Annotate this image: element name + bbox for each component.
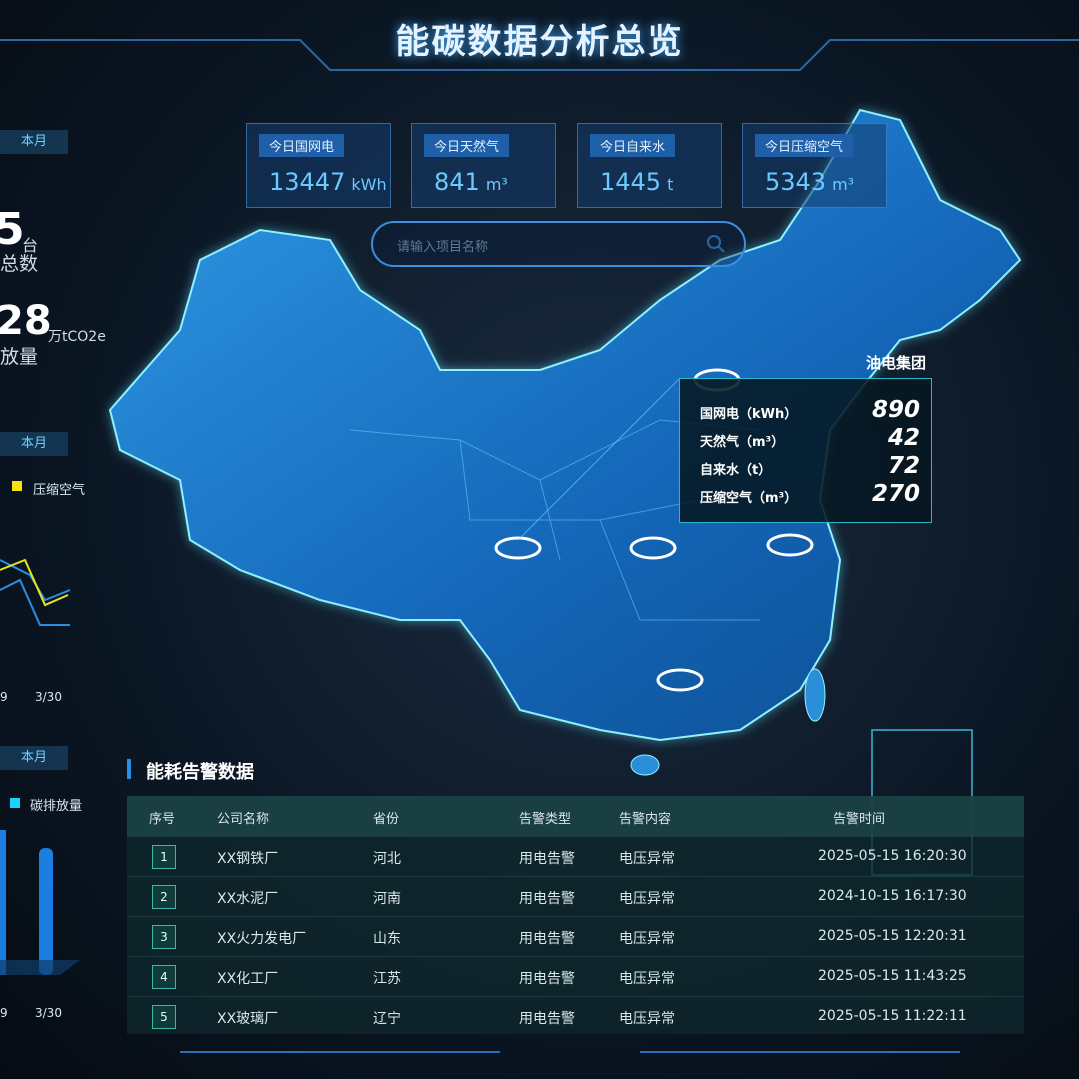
column-header: 序号 bbox=[149, 812, 176, 827]
table-cell: 2025-05-15 11:43:25 bbox=[818, 968, 967, 984]
device-count: 5 bbox=[0, 204, 25, 255]
kpi-value: 841 bbox=[434, 168, 480, 196]
device-label: 总数 bbox=[0, 253, 39, 275]
column-header: 告警类型 bbox=[519, 812, 572, 827]
table-cell: 用电告警 bbox=[519, 971, 575, 987]
table-cell: 用电告警 bbox=[519, 851, 575, 867]
table-cell: 电压异常 bbox=[619, 1011, 675, 1027]
table-cell: 2024-10-15 16:17:30 bbox=[818, 888, 967, 904]
tooltip-title: 油电集团 bbox=[866, 354, 927, 372]
column-header: 省份 bbox=[373, 812, 400, 827]
table-cell: 辽宁 bbox=[373, 1011, 401, 1027]
kpi-label: 今日自来水 bbox=[590, 134, 676, 157]
kpi-value: 13447 bbox=[269, 168, 346, 196]
tooltip-value: 42 bbox=[887, 425, 920, 451]
kpi-unit: m³ bbox=[485, 175, 508, 194]
x-label: 3/30 bbox=[35, 690, 62, 704]
table-cell: XX钢铁厂 bbox=[217, 851, 279, 867]
kpi-unit: m³ bbox=[832, 175, 855, 194]
column-header: 公司名称 bbox=[217, 812, 270, 827]
emission-unit: 万tCO2e bbox=[48, 329, 106, 345]
table-cell: 江苏 bbox=[373, 971, 401, 987]
kpi-value-wrap: 13447 kWh bbox=[269, 168, 387, 196]
tooltip-row: 天然气（m³） 42 bbox=[700, 425, 920, 453]
table-cell: 山东 bbox=[373, 931, 401, 947]
table-cell: 用电告警 bbox=[519, 891, 575, 907]
table-row: 1 XX钢铁厂 河北 用电告警 电压异常 2025-05-15 16:20:30 bbox=[127, 836, 1024, 877]
tooltip-row: 国网电（kWh） 890 bbox=[700, 397, 920, 425]
tooltip-label: 天然气（m³） bbox=[700, 435, 785, 450]
table-cell: 电压异常 bbox=[619, 971, 675, 987]
table-cell: XX水泥厂 bbox=[217, 891, 279, 907]
period-badge[interactable]: 本月 bbox=[0, 746, 68, 770]
table-row: 5 XX玻璃厂 辽宁 用电告警 电压异常 2025-05-15 11:22:11 bbox=[127, 996, 1024, 1037]
kpi-value-wrap: 841 m³ bbox=[434, 168, 508, 196]
kpi-label: 今日天然气 bbox=[424, 134, 510, 157]
table-cell: 2025-05-15 16:20:30 bbox=[818, 848, 967, 864]
tooltip-label: 自来水（t） bbox=[700, 463, 772, 478]
table-row: 3 XX火力发电厂 山东 用电告警 电压异常 2025-05-15 12:20:31 bbox=[127, 916, 1024, 957]
table-cell: 电压异常 bbox=[619, 851, 675, 867]
legend-label: 压缩空气 bbox=[33, 483, 86, 498]
table-row: 2 XX水泥厂 河南 用电告警 电压异常 2024-10-15 16:17:30 bbox=[127, 876, 1024, 917]
legend-label: 碳排放量 bbox=[30, 799, 83, 814]
table-row: 4 XX化工厂 江苏 用电告警 电压异常 2025-05-15 11:43:25 bbox=[127, 956, 1024, 997]
x-label: 9 bbox=[0, 690, 8, 704]
column-header: 告警时间 bbox=[833, 812, 886, 827]
table-title: 能耗告警数据 bbox=[146, 762, 254, 783]
table-cell: 2025-05-15 12:20:31 bbox=[818, 928, 967, 944]
row-index: 1 bbox=[152, 845, 176, 869]
row-index: 3 bbox=[152, 925, 176, 949]
row-index: 5 bbox=[152, 1005, 176, 1029]
table-cell: 河南 bbox=[373, 891, 401, 907]
table-cell: 用电告警 bbox=[519, 931, 575, 947]
kpi-card: 今日自来水 1445 t bbox=[577, 123, 722, 208]
table-cell: 电压异常 bbox=[619, 891, 675, 907]
table-cell: 2025-05-15 11:22:11 bbox=[818, 1008, 967, 1024]
kpi-value-wrap: 5343 m³ bbox=[765, 168, 854, 196]
period-badge[interactable]: 本月 bbox=[0, 432, 68, 456]
tooltip-value: 270 bbox=[871, 481, 920, 507]
kpi-card: 今日压缩空气 5343 m³ bbox=[742, 123, 887, 208]
device-unit: 台 bbox=[22, 236, 39, 255]
table-cell: XX玻璃厂 bbox=[217, 1011, 279, 1027]
search-box[interactable]: 请输入项目名称 bbox=[371, 221, 746, 267]
period-badge[interactable]: 本月 bbox=[0, 130, 68, 154]
kpi-unit: t bbox=[667, 175, 674, 194]
table-cell: XX火力发电厂 bbox=[217, 931, 307, 947]
tooltip-row: 自来水（t） 72 bbox=[700, 453, 920, 481]
x-label: 3/30 bbox=[35, 1006, 62, 1020]
kpi-unit: kWh bbox=[351, 175, 387, 194]
emission-label: 放量 bbox=[0, 346, 39, 368]
page-title: 能碳数据分析总览 bbox=[395, 22, 684, 62]
row-index: 4 bbox=[152, 965, 176, 989]
kpi-value: 5343 bbox=[765, 168, 827, 196]
column-header: 告警内容 bbox=[619, 812, 672, 827]
emission-value: 28 bbox=[0, 298, 52, 344]
tooltip-label: 国网电（kWh） bbox=[700, 407, 798, 422]
kpi-card: 今日天然气 841 m³ bbox=[411, 123, 556, 208]
kpi-label: 今日压缩空气 bbox=[755, 134, 854, 157]
search-placeholder: 请输入项目名称 bbox=[397, 240, 489, 255]
table-cell: 电压异常 bbox=[619, 931, 675, 947]
kpi-value-wrap: 1445 t bbox=[600, 168, 673, 196]
kpi-card: 今日国网电 13447 kWh bbox=[246, 123, 391, 208]
tooltip-value: 890 bbox=[871, 397, 920, 423]
table-cell: XX化工厂 bbox=[217, 971, 279, 987]
row-index: 2 bbox=[152, 885, 176, 909]
kpi-label: 今日国网电 bbox=[259, 134, 345, 157]
kpi-value: 1445 bbox=[600, 168, 662, 196]
tooltip-row: 压缩空气（m³） 270 bbox=[700, 481, 920, 509]
tooltip: 国网电（kWh） 890 天然气（m³） 42 自来水（t） 72 压缩空气（m³） 270 bbox=[679, 378, 932, 523]
table-cell: 用电告警 bbox=[519, 1011, 575, 1027]
tooltip-label: 压缩空气（m³） bbox=[700, 491, 798, 506]
tooltip-value: 72 bbox=[887, 453, 920, 479]
x-label: 9 bbox=[0, 1006, 8, 1020]
table-header: 序号 公司名称 省份 告警类型 告警内容 告警时间 bbox=[127, 796, 1024, 836]
alarm-table: 序号 公司名称 省份 告警类型 告警内容 告警时间 1 XX钢铁厂 河北 用电告警 电压异常 202… bbox=[127, 796, 1024, 1034]
table-cell: 河北 bbox=[373, 851, 401, 867]
